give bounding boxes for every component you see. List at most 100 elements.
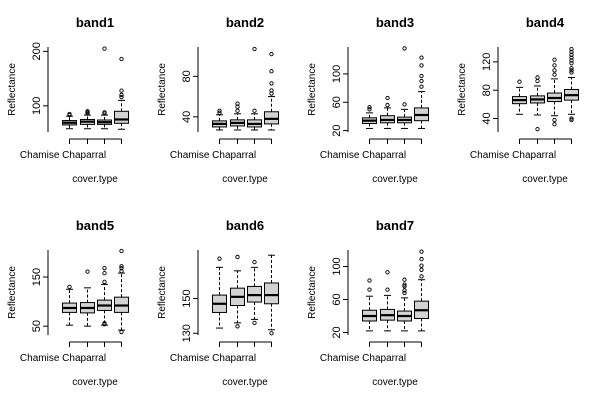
outlier-point [569,61,574,66]
outlier-point [119,329,124,335]
panel-title: band2 [226,15,264,30]
y-tick-label: 130 [181,324,193,342]
outlier-point [235,324,240,329]
outlier-point [552,117,557,123]
y-tick-label: 150 [181,289,193,307]
outlier-point [535,127,540,132]
x-category-label: Chamise Chaparral [320,150,406,161]
y-tick-label: 200 [31,42,43,60]
y-tick-label: 100 [331,65,343,83]
outlier-point [119,94,124,100]
outlier-point [569,66,574,71]
outlier-point [85,269,90,274]
y-tick-label: 20 [331,326,343,338]
outlier-point [102,266,107,271]
outlier-point [252,259,257,265]
y-tick-label: 60 [331,96,343,108]
outlier-point [119,248,124,254]
panel-title: band3 [376,15,414,30]
panel-title: band4 [526,15,565,30]
y-axis-label: Reflectance [7,63,18,116]
outlier-point [217,256,222,261]
outlier-point [252,46,257,52]
x-axis-label: cover.type [222,174,268,185]
y-axis-label: Reflectance [157,266,168,319]
outlier-point [367,278,372,283]
box-iqr [114,110,129,124]
outlier-point [569,117,574,123]
outlier-point [235,101,240,106]
x-axis-label: cover.type [72,174,118,185]
outlier-point [419,73,424,79]
outlier-point [419,256,424,262]
outlier-point [102,279,107,285]
panel-title: band1 [76,15,114,30]
x-axis-label: cover.type [222,377,268,388]
outlier-point [119,92,124,98]
outlier-point [367,107,372,112]
y-tick-label: 40 [181,111,193,123]
x-category-label: Chamise Chaparral [320,353,406,364]
y-tick-label: 50 [31,320,43,332]
outlier-point [552,57,557,62]
box-iqr [264,282,279,305]
outlier-point [385,102,390,108]
outlier-point [119,88,124,93]
outlier-point [67,111,72,117]
outlier-point [535,78,540,84]
outlier-point [402,277,407,282]
outlier-point [102,46,107,51]
outlier-point [402,46,407,51]
outlier-point [269,81,274,86]
outlier-point [552,68,557,73]
outlier-point [402,282,407,287]
outlier-point [552,122,557,127]
outlier-point [385,270,390,275]
outlier-point [252,108,257,113]
y-axis-label: Reflectance [307,266,318,319]
x-axis-label: cover.type [522,174,568,185]
outlier-point [419,63,424,68]
panel-title: band7 [376,218,414,233]
outlier-point [102,321,107,326]
y-tick-label: 100 [331,257,343,275]
y-axis-label: Reflectance [157,63,168,116]
outlier-point [102,270,107,276]
outlier-point [385,287,390,292]
y-axis-label: Reflectance [457,63,468,116]
outlier-point [119,268,124,274]
panel-title: band5 [76,218,114,233]
y-tick-label: 100 [31,97,43,115]
y-tick-label: 80 [481,84,493,96]
y-tick-label: 80 [181,70,193,82]
outlier-point [552,63,557,68]
outlier-point [269,88,274,93]
outlier-point [569,46,574,52]
outlier-point [569,116,574,121]
outlier-point [569,55,574,60]
outlier-point [402,288,407,293]
outlier-point [517,79,522,84]
outlier-point [119,264,124,269]
outlier-point [569,58,574,63]
outlier-point [569,68,574,73]
outlier-point [419,274,424,279]
outlier-point [419,55,424,60]
outlier-point [217,108,222,113]
outlier-point [119,56,124,62]
outlier-point [252,320,257,326]
x-category-label: Chamise Chaparral [20,150,106,161]
outlier-point [67,284,72,289]
outlier-point [569,49,574,55]
outlier-point [102,110,107,115]
outlier-point [402,102,407,107]
y-tick-label: 40 [481,112,493,124]
y-tick-label: 120 [481,53,493,71]
y-axis-label: Reflectance [7,266,18,319]
x-category-label: Chamise Chaparral [470,150,556,161]
outlier-point [569,52,574,57]
outlier-point [419,267,424,272]
x-category-label: Chamise Chaparral [20,353,106,364]
x-category-label: Chamise Chaparral [170,353,256,364]
